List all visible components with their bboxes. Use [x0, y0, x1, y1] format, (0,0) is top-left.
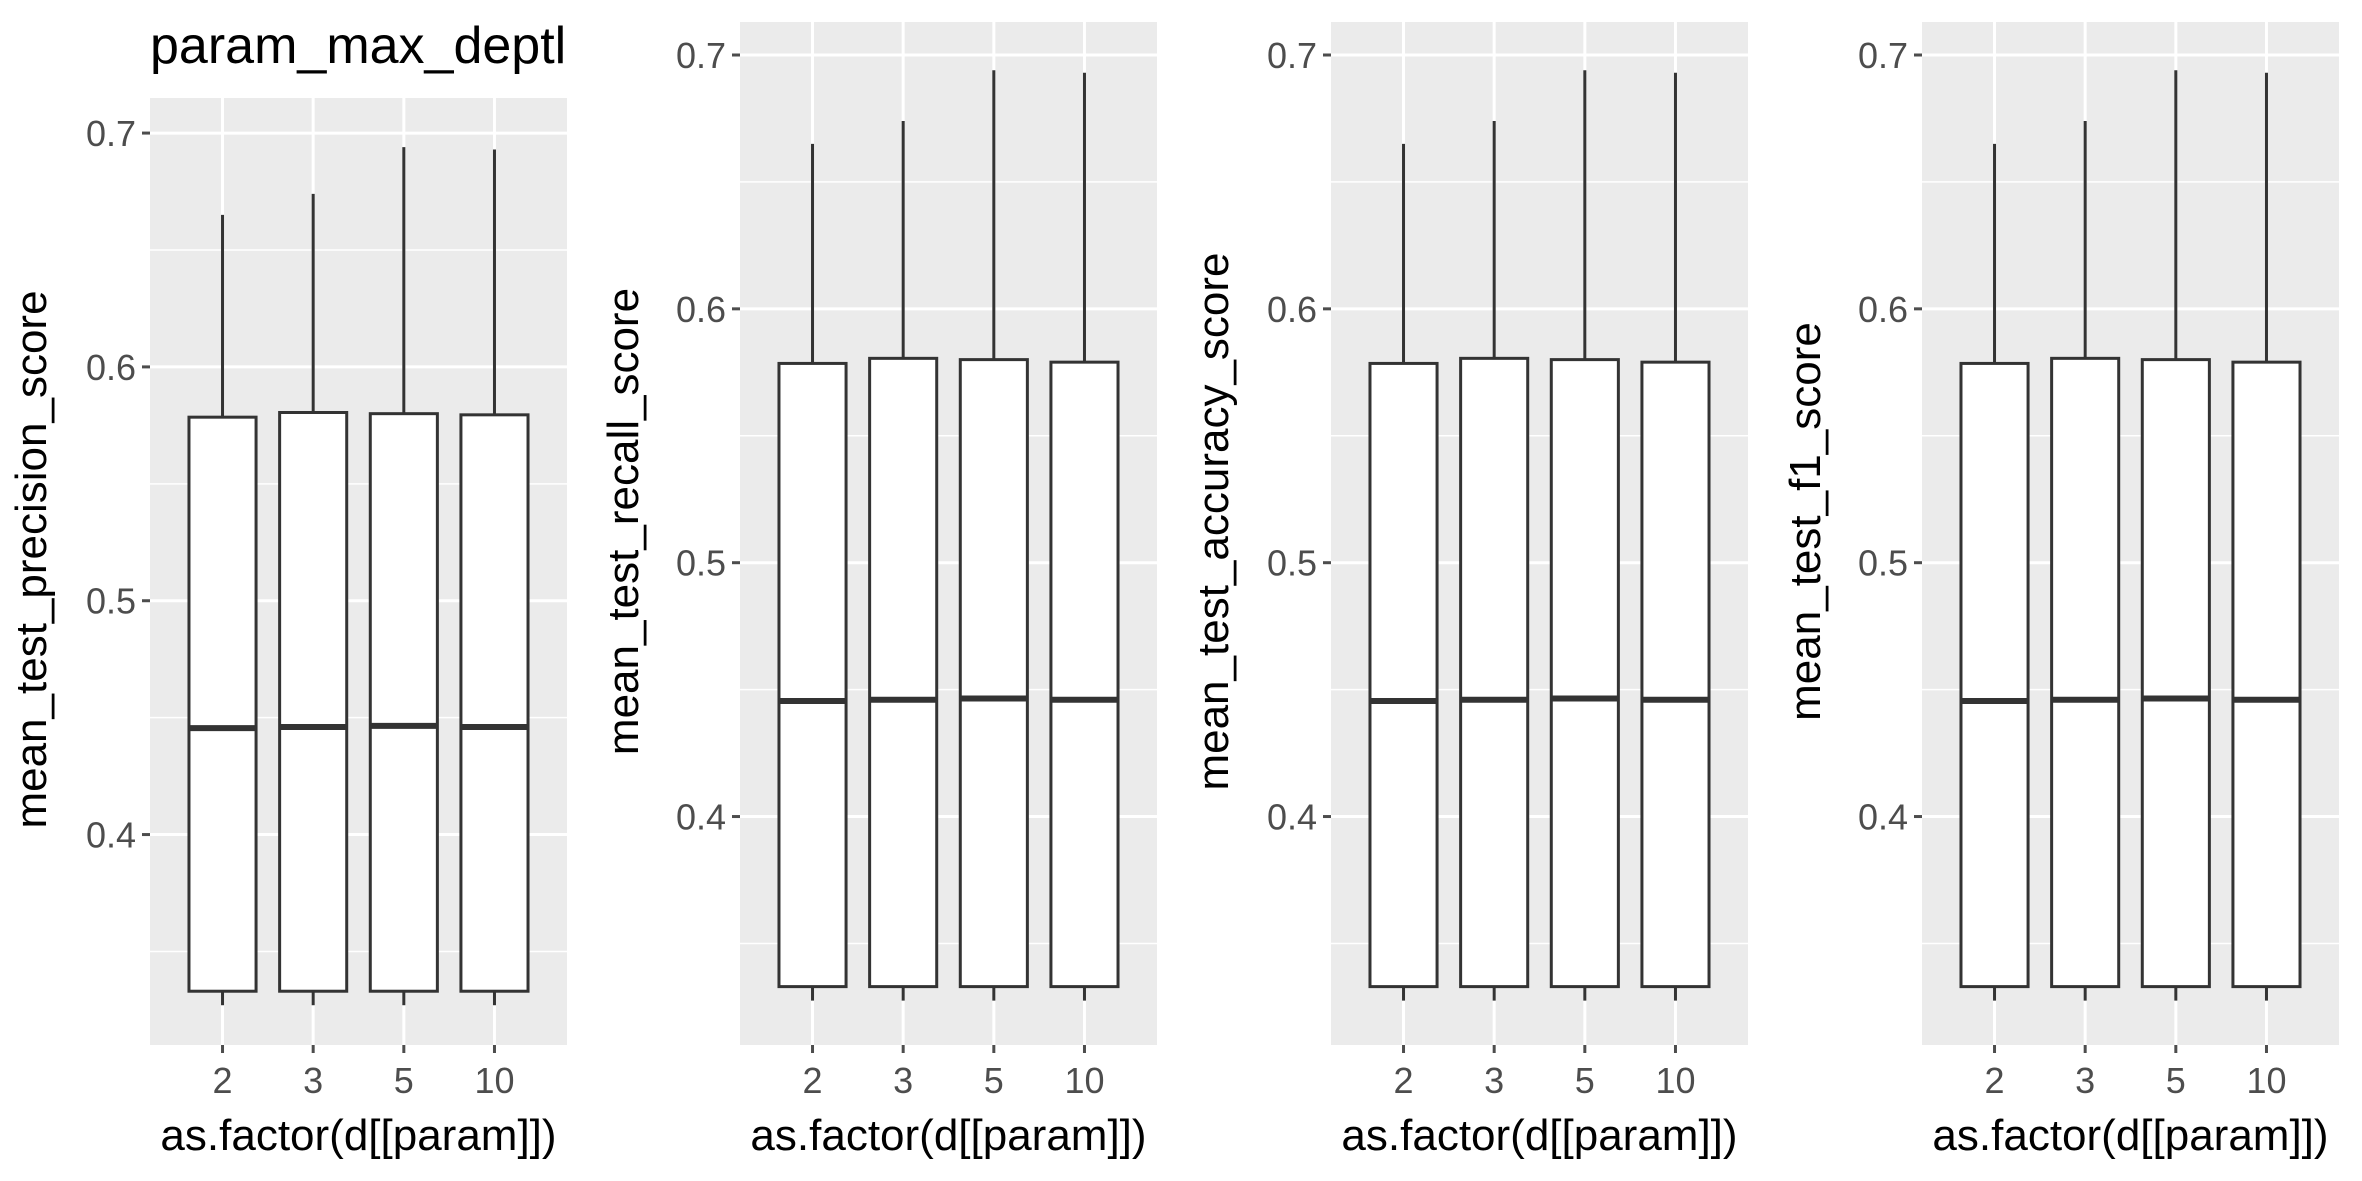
box-3 — [1459, 121, 1530, 1001]
y-tick-label: 0.7 — [1858, 35, 1908, 76]
x-tick-label: 2 — [803, 1060, 823, 1101]
box-10 — [459, 149, 530, 1006]
box-body — [1049, 360, 1120, 989]
y-tick-label: 0.4 — [676, 797, 726, 838]
box-body — [187, 415, 258, 993]
figure-title: param_max_deptl — [150, 17, 566, 75]
y-tick-label: 0.5 — [676, 543, 726, 584]
panel-4: 0.4 0.5 0.6 0.7 2 3 5 10 as.factor(d[[param]]) me… — [1781, 22, 2339, 1160]
x-tick-label: 5 — [1575, 1060, 1595, 1101]
box-body — [1459, 356, 1530, 989]
box-body — [868, 356, 939, 989]
box-3 — [868, 121, 939, 1001]
y-tick-label: 0.6 — [1267, 289, 1317, 330]
panel-1: 0.4 0.5 0.6 0.7 2 3 5 10 as.factor(d[[param]]) me… — [7, 98, 567, 1160]
box-3 — [278, 193, 349, 1006]
x-tick-label: 2 — [1985, 1060, 2005, 1101]
box-10 — [2231, 72, 2302, 1001]
y-tick-label: 0.5 — [1858, 543, 1908, 584]
y-tick-label: 0.7 — [1267, 35, 1317, 76]
box-body — [1959, 361, 2030, 989]
y-tick-label: 0.7 — [676, 35, 726, 76]
x-axis-title: as.factor(d[[param]]) — [1932, 1111, 2328, 1160]
box-5 — [368, 147, 439, 1006]
x-tick-label: 2 — [1394, 1060, 1414, 1101]
y-tick-label: 0.6 — [676, 289, 726, 330]
y-tick-label: 0.4 — [86, 815, 136, 856]
box-2 — [1368, 143, 1439, 1001]
box-3 — [2050, 121, 2121, 1001]
box-2 — [187, 214, 258, 1006]
x-tick-label: 3 — [893, 1060, 913, 1101]
panel-2: 0.4 0.5 0.6 0.7 2 3 5 10 as.factor(d[[param]]) me… — [599, 22, 1157, 1160]
box-body — [1368, 361, 1439, 989]
x-axis-title: as.factor(d[[param]]) — [160, 1111, 556, 1160]
x-tick-label: 3 — [2075, 1060, 2095, 1101]
y-axis-title: mean_test_f1_score — [1781, 322, 1830, 721]
box-10 — [1049, 72, 1120, 1001]
box-body — [958, 358, 1029, 989]
x-tick-label: 10 — [1655, 1060, 1695, 1101]
y-tick-label: 0.6 — [86, 347, 136, 388]
box-body — [2231, 360, 2302, 989]
x-tick-label: 2 — [213, 1060, 233, 1101]
box-body — [1640, 360, 1711, 989]
x-tick-label: 3 — [1484, 1060, 1504, 1101]
x-tick-label: 5 — [394, 1060, 414, 1101]
panels: 0.4 0.5 0.6 0.7 2 3 5 10 as.factor(d[[param]]) me… — [7, 22, 2339, 1160]
y-tick-label: 0.5 — [1267, 543, 1317, 584]
y-tick-label: 0.6 — [1858, 289, 1908, 330]
x-tick-label: 10 — [474, 1060, 514, 1101]
box-body — [777, 361, 848, 989]
box-body — [278, 410, 349, 993]
box-5 — [958, 70, 1029, 1001]
box-5 — [2140, 70, 2211, 1001]
x-tick-label: 5 — [984, 1060, 1004, 1101]
x-tick-label: 10 — [1064, 1060, 1104, 1101]
box-10 — [1640, 72, 1711, 1001]
box-2 — [1959, 143, 2030, 1001]
y-tick-label: 0.7 — [86, 113, 136, 154]
x-axis-title: as.factor(d[[param]]) — [750, 1111, 1146, 1160]
panel-3: 0.4 0.5 0.6 0.7 2 3 5 10 as.factor(d[[param]]) me… — [1189, 22, 1748, 1160]
box-5 — [1549, 70, 1620, 1001]
y-axis-title: mean_test_recall_score — [599, 288, 648, 755]
y-axis-title: mean_test_precision_score — [7, 290, 56, 828]
x-tick-label: 5 — [2166, 1060, 2186, 1101]
y-axis-title: mean_test_accuracy_score — [1189, 252, 1238, 790]
box-body — [368, 412, 439, 993]
y-tick-label: 0.4 — [1267, 797, 1317, 838]
box-body — [2050, 356, 2121, 989]
box-2 — [777, 143, 848, 1001]
box-body — [459, 413, 530, 993]
y-tick-label: 0.4 — [1858, 797, 1908, 838]
box-body — [2140, 358, 2211, 989]
x-tick-label: 3 — [303, 1060, 323, 1101]
x-axis-title: as.factor(d[[param]]) — [1341, 1111, 1737, 1160]
y-tick-label: 0.5 — [86, 581, 136, 622]
x-tick-label: 10 — [2246, 1060, 2286, 1101]
box-body — [1549, 358, 1620, 989]
